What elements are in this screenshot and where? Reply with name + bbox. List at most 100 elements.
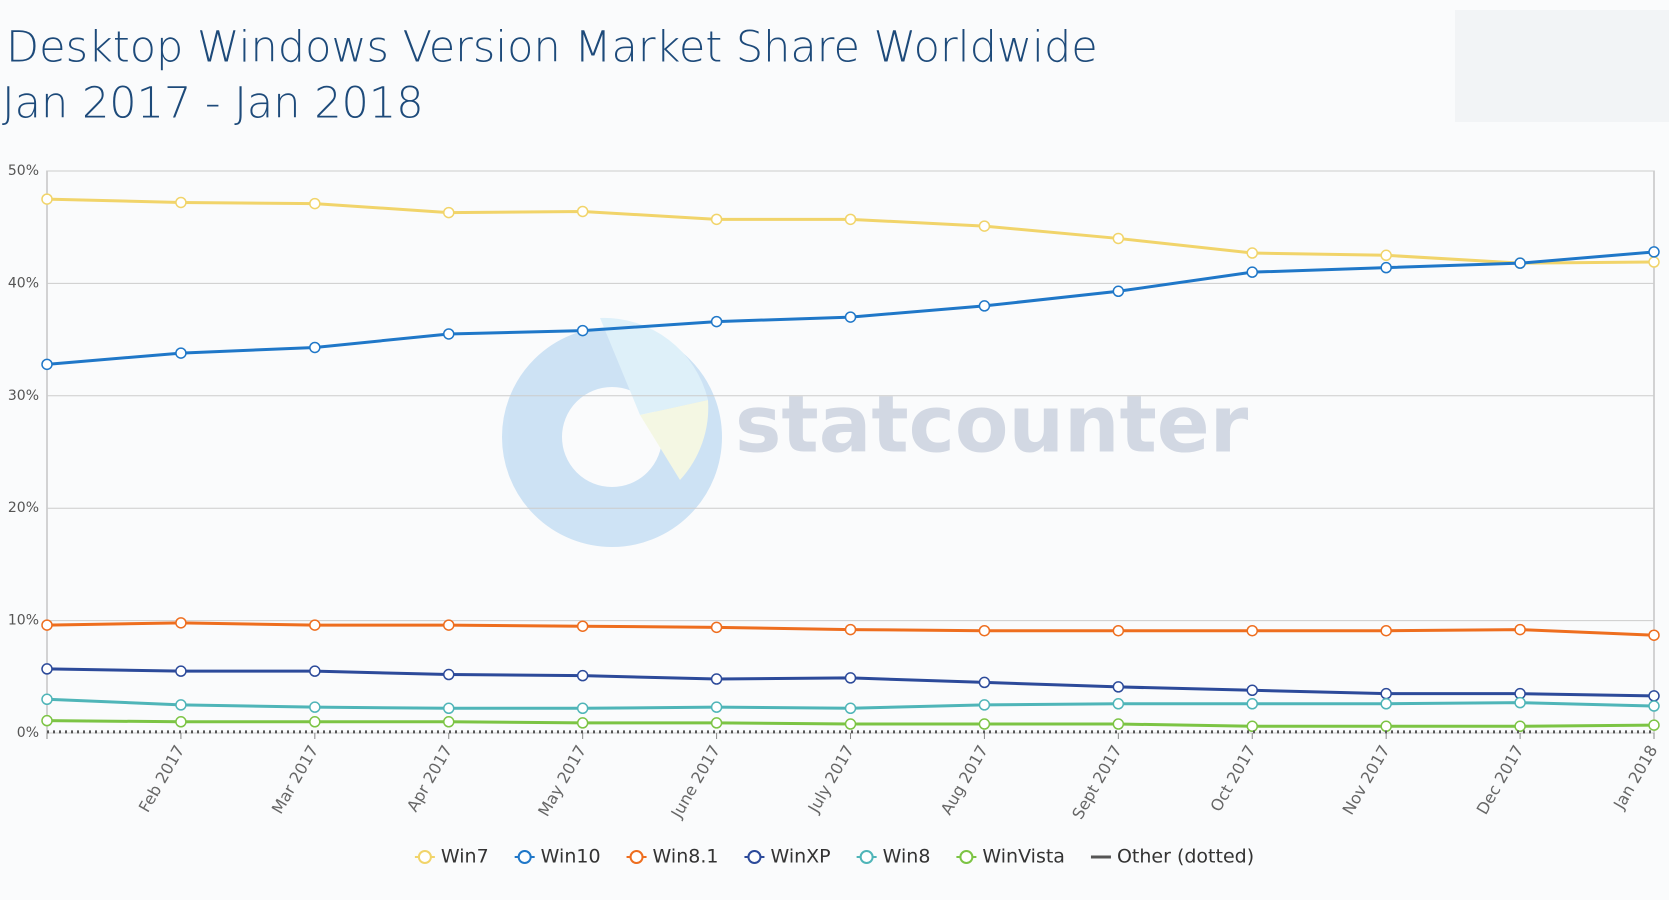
x-tick-label: Sept 2017 — [1068, 742, 1126, 823]
legend-item: Win8.1 — [626, 846, 719, 868]
data-point — [41, 663, 53, 675]
data-point — [710, 673, 723, 685]
legend-label: Other (dotted) — [1117, 846, 1254, 868]
x-tick-label: June 2017 — [667, 742, 724, 822]
legend-marker — [859, 850, 874, 864]
data-point — [443, 716, 455, 728]
data-point — [844, 213, 857, 226]
data-point — [1380, 249, 1392, 262]
data-point — [1514, 623, 1526, 636]
data-point — [175, 196, 187, 209]
data-point — [1246, 624, 1258, 637]
data-point — [978, 699, 991, 711]
x-tick-label: Jan 2018 — [1609, 742, 1661, 813]
legend-label: WinVista — [982, 846, 1065, 868]
legend-item: Win10 — [514, 846, 601, 868]
data-point — [710, 315, 723, 328]
data-point — [1648, 700, 1660, 712]
legend-marker — [417, 850, 432, 864]
data-point — [844, 623, 857, 636]
chart-title: Desktop Windows Version Market Share Wor… — [6, 23, 1098, 73]
data-point — [1648, 256, 1660, 268]
legend-item: Win7 — [414, 846, 489, 868]
data-point — [1380, 687, 1392, 700]
legend-item: WinVista — [956, 846, 1065, 868]
data-point — [443, 702, 455, 715]
data-point — [175, 716, 187, 728]
data-point — [443, 206, 455, 219]
data-point — [576, 324, 589, 337]
data-point — [309, 716, 321, 728]
legend-item: Other (dotted) — [1090, 846, 1254, 868]
data-point — [1380, 698, 1392, 710]
data-point — [844, 702, 857, 715]
data-point — [710, 621, 723, 634]
x-tick-label: May 2017 — [534, 742, 590, 820]
legend-marker — [959, 850, 974, 864]
data-point — [309, 665, 321, 677]
data-point — [175, 699, 187, 711]
data-point — [1112, 681, 1125, 693]
series-line — [46, 197, 1655, 265]
data-point — [309, 701, 321, 713]
data-point — [41, 193, 53, 205]
data-point — [1112, 285, 1125, 298]
legend-marker — [517, 850, 532, 864]
data-point — [978, 718, 991, 730]
data-point — [309, 197, 321, 210]
x-tick-label: July 2017 — [804, 742, 858, 817]
data-point — [576, 669, 589, 682]
data-point — [443, 619, 455, 631]
y-tick-label: 30% — [8, 388, 39, 404]
data-point — [1648, 246, 1660, 258]
data-point — [309, 619, 321, 631]
data-point — [1514, 257, 1526, 269]
y-tick-label: 10% — [8, 613, 39, 629]
data-point — [844, 311, 857, 323]
data-point — [1246, 247, 1258, 259]
legend-item: WinXP — [744, 846, 831, 868]
legend-marker — [629, 850, 644, 864]
data-point — [710, 717, 723, 729]
data-point — [1112, 718, 1125, 730]
data-point — [1246, 698, 1258, 710]
data-point — [41, 619, 53, 631]
data-point — [175, 665, 187, 677]
data-point — [844, 672, 857, 684]
data-point — [978, 676, 991, 689]
legend-item: Win8 — [856, 846, 930, 868]
x-tick-label: Oct 2017 — [1206, 742, 1259, 815]
data-point — [1380, 624, 1392, 637]
data-point — [41, 714, 53, 727]
y-tick-label: 20% — [8, 500, 39, 516]
y-tick-label: 40% — [8, 275, 39, 291]
x-tick-label: Feb 2017 — [135, 742, 189, 816]
data-point — [1112, 624, 1125, 637]
data-point — [978, 220, 991, 232]
x-tick-label: Dec 2017 — [1473, 742, 1528, 818]
x-tick-label: Apr 2017 — [403, 742, 456, 815]
legend-label: Win10 — [541, 846, 601, 868]
data-point — [978, 624, 991, 637]
legend-label: Win8.1 — [653, 846, 719, 868]
data-point — [309, 341, 321, 354]
data-point — [576, 205, 589, 218]
data-point — [1246, 720, 1258, 733]
data-point — [1648, 719, 1660, 731]
x-tick-label: Aug 2017 — [937, 742, 992, 818]
data-point — [1648, 629, 1660, 641]
data-point — [1380, 261, 1392, 274]
series-line — [46, 250, 1655, 366]
data-point — [1112, 698, 1125, 710]
corner-box — [1455, 10, 1669, 122]
data-point — [41, 693, 53, 706]
data-point — [443, 328, 455, 340]
data-point — [41, 358, 53, 371]
data-point — [1112, 232, 1125, 245]
data-point — [710, 213, 723, 226]
legend-label: WinXP — [770, 846, 830, 868]
data-point — [1380, 720, 1392, 733]
chart-subtitle: Jan 2017 - Jan 2018 — [2, 79, 424, 129]
data-point — [1246, 684, 1258, 697]
